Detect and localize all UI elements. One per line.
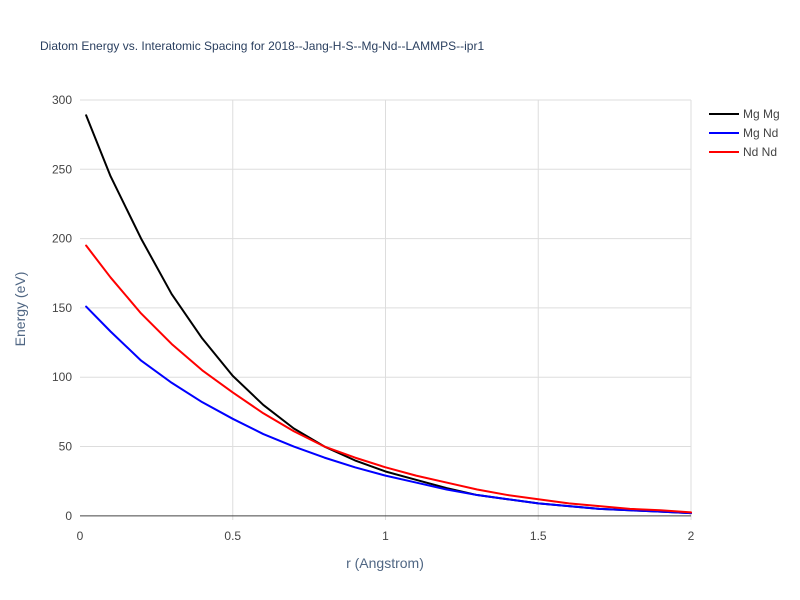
y-tick-label: 300 [52, 93, 72, 107]
chart-title: Diatom Energy vs. Interatomic Spacing fo… [40, 39, 484, 53]
axes: 0 0.5 1 1.5 2 0 50 100 150 200 250 300 [52, 93, 695, 543]
x-tick-label: 1.5 [530, 529, 547, 543]
x-tick-label: 2 [688, 529, 695, 543]
y-tick-label: 200 [52, 232, 72, 246]
x-tick-label: 0.5 [224, 529, 241, 543]
y-tick-label: 150 [52, 301, 72, 315]
legend[interactable]: Mg Mg Mg Nd Nd Nd [709, 107, 780, 159]
legend-item-nd-nd[interactable]: Nd Nd [709, 145, 777, 159]
legend-label: Mg Nd [743, 126, 778, 140]
legend-item-mg-nd[interactable]: Mg Nd [709, 126, 778, 140]
legend-label: Nd Nd [743, 145, 777, 159]
y-tick-label: 100 [52, 370, 72, 384]
series-line-mg-mg [85, 114, 692, 515]
series-line-nd-nd [85, 244, 692, 514]
x-tick-label: 0 [77, 529, 84, 543]
x-tick-label: 1 [382, 529, 389, 543]
y-tick-label: 50 [59, 440, 73, 454]
series-lines [85, 114, 692, 515]
grid [80, 99, 692, 520]
x-axis-title: r (Angstrom) [346, 555, 424, 571]
series-line-mg-nd [85, 305, 692, 515]
legend-label: Mg Mg [743, 107, 780, 121]
y-tick-label: 250 [52, 162, 72, 176]
y-tick-label: 0 [65, 509, 72, 523]
legend-item-mg-mg[interactable]: Mg Mg [709, 107, 780, 121]
y-axis-title: Energy (eV) [12, 272, 28, 347]
